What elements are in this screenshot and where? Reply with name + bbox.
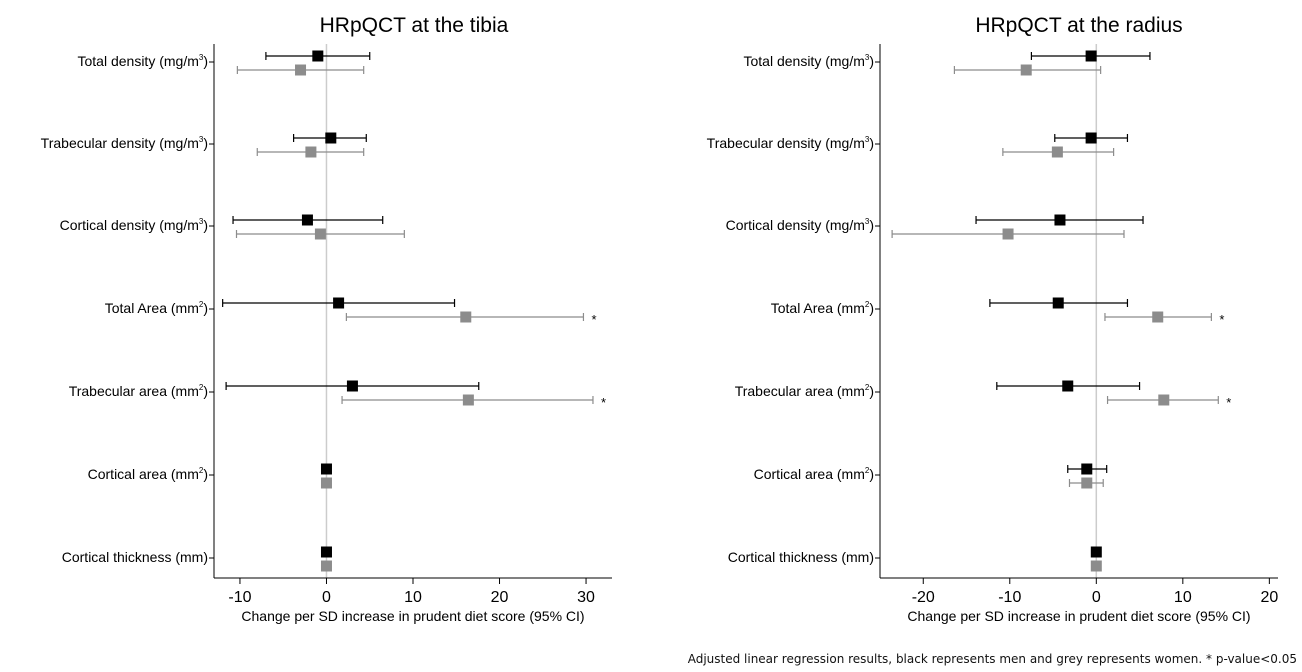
women-point-estimate [462,394,474,406]
row-label: Trabecular density (mg/m3) [707,135,874,151]
men-point-estimate [1052,297,1064,309]
women-point-estimate [305,146,317,158]
row-label: Cortical area (mm2) [88,466,208,482]
panel-title: HRpQCT at the radius [975,14,1182,37]
row-label: Trabecular area (mm2) [735,383,874,399]
x-tick-label: 20 [1260,589,1278,606]
row-label: Cortical thickness (mm) [62,549,208,565]
row-label: Total Area (mm2) [105,300,208,316]
women-point-estimate [1002,228,1014,240]
panel-title: HRpQCT at the tibia [320,14,509,37]
women-point-estimate [1152,311,1164,323]
row-label: Cortical area (mm2) [754,466,874,482]
women-significance-marker: * [601,395,606,410]
men-point-estimate [1090,546,1102,558]
row-label: Trabecular area (mm2) [69,383,208,399]
men-point-estimate [346,380,358,392]
men-point-estimate [320,546,332,558]
row-label: Cortical thickness (mm) [728,549,874,565]
women-point-estimate [320,477,332,489]
men-point-estimate [1081,463,1093,475]
men-point-estimate [325,132,337,144]
forest-panel-1: HRpQCT at the tibia -10 0 10 20 30 Change per … [41,14,612,624]
women-point-estimate [1081,477,1093,489]
x-tick-label: -10 [998,589,1021,606]
row-label: Total Area (mm2) [771,300,874,316]
row-label: Cortical density (mg/m3) [726,217,874,233]
x-tick-label: 10 [1174,589,1192,606]
men-point-estimate [312,50,324,62]
x-axis-label: Change per SD increase in prudent diet s… [907,608,1250,624]
women-point-estimate [320,560,332,572]
women-point-estimate [1020,64,1032,76]
x-tick-label: 20 [491,589,509,606]
men-point-estimate [1085,132,1097,144]
forest-panel-2: HRpQCT at the radius -20 -10 0 10 20 Change pe… [707,14,1279,624]
women-point-estimate [460,311,472,323]
x-tick-label: 10 [404,589,422,606]
x-tick-label: -20 [912,589,935,606]
men-point-estimate [301,214,313,226]
women-point-estimate [1158,394,1170,406]
men-point-estimate [320,463,332,475]
men-point-estimate [1054,214,1066,226]
women-significance-marker: * [1226,395,1231,410]
x-tick-label: 0 [322,589,331,606]
row-label: Cortical density (mg/m3) [60,217,208,233]
x-axis-label: Change per SD increase in prudent diet s… [241,608,584,624]
men-point-estimate [1062,380,1074,392]
men-point-estimate [1085,50,1097,62]
men-point-estimate [333,297,345,309]
women-significance-marker: * [1219,312,1224,327]
women-point-estimate [1051,146,1063,158]
x-tick-label: 30 [577,589,595,606]
figure-caption: Adjusted linear regression results, blac… [687,652,1297,666]
x-tick-label: 0 [1092,589,1101,606]
women-point-estimate [295,64,307,76]
row-label: Total density (mg/m3) [744,53,875,69]
row-label: Total density (mg/m3) [78,53,209,69]
x-tick-label: -10 [228,589,251,606]
forest-plot-figure: HRpQCT at the tibia -10 0 10 20 30 Change per … [41,14,1279,624]
women-significance-marker: * [591,312,596,327]
women-point-estimate [314,228,326,240]
women-point-estimate [1090,560,1102,572]
row-label: Trabecular density (mg/m3) [41,135,208,151]
